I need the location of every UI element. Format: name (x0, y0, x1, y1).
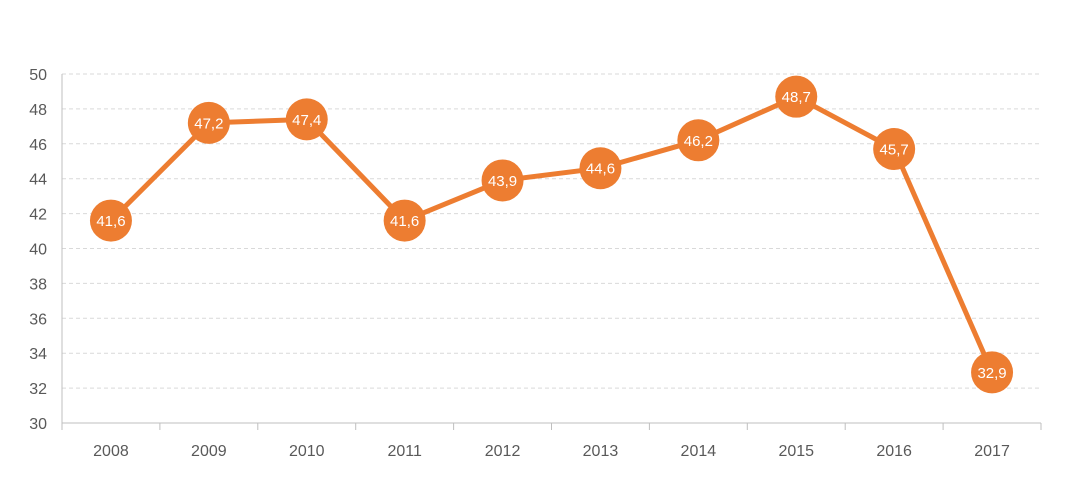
series-line (108, 94, 995, 375)
y-axis: 30 32 34 36 38 40 42 44 46 48 50 (29, 67, 63, 433)
x-axis: 2008 2009 2010 2011 2012 2013 2014 2015 2016 2017 (61, 422, 1042, 460)
data-label: 43,9 (488, 173, 517, 190)
y-tick-label: 30 (29, 416, 47, 433)
data-label: 46,2 (684, 133, 713, 150)
data-point (89, 199, 132, 242)
y-tick-label: 44 (29, 172, 47, 189)
y-tick-label: 32 (29, 381, 47, 398)
x-tick-label: 2009 (191, 443, 227, 460)
y-tick-label: 36 (29, 311, 47, 328)
data-point (677, 119, 720, 162)
y-tick-label: 50 (29, 67, 47, 84)
y-tick-label: 38 (29, 276, 47, 293)
series: 41,6 47,2 47,4 41,6 43,9 44,6 46,2 48,7 45,7 32,9 (89, 75, 1014, 394)
x-tick-label: 2012 (485, 443, 521, 460)
data-point (285, 98, 328, 141)
y-tick-label: 46 (29, 137, 47, 154)
x-tick-label: 2013 (583, 443, 619, 460)
x-tick-label: 2015 (778, 443, 814, 460)
data-label: 32,9 (977, 365, 1006, 382)
y-tick-label: 34 (29, 346, 47, 363)
x-tick-label: 2016 (876, 443, 912, 460)
data-point (383, 199, 426, 242)
data-label: 48,7 (782, 89, 811, 106)
y-tick-label: 40 (29, 242, 47, 259)
y-tick-label: 42 (29, 207, 47, 224)
data-point (481, 159, 524, 202)
x-tick-label: 2014 (681, 443, 717, 460)
data-point (579, 147, 622, 190)
data-label: 45,7 (880, 142, 909, 159)
x-tick-label: 2017 (974, 443, 1010, 460)
data-point (187, 101, 230, 144)
data-label: 47,2 (194, 115, 223, 132)
y-tick-label: 48 (29, 102, 47, 119)
data-label: 47,4 (292, 112, 321, 129)
x-tick-label: 2008 (93, 443, 129, 460)
data-point (971, 351, 1014, 394)
data-label: 44,6 (586, 161, 615, 178)
data-label: 41,6 (390, 213, 419, 230)
data-point (873, 128, 916, 171)
x-tick-label: 2011 (387, 443, 422, 460)
data-label: 41,6 (96, 213, 125, 230)
data-point (775, 75, 818, 118)
x-tick-label: 2010 (289, 443, 325, 460)
